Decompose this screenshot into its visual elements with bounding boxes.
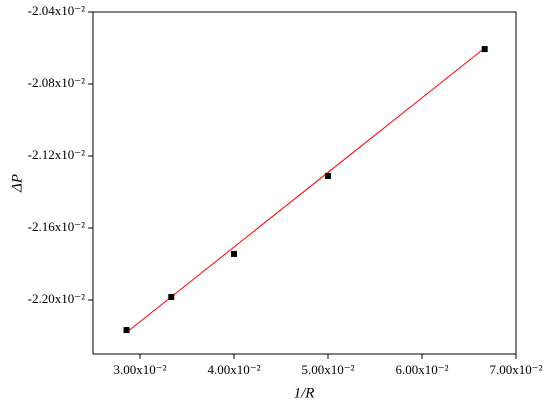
y-tick-label: -2.04x10⁻²: [28, 3, 85, 18]
x-tick-label: 7.00x10⁻²: [489, 362, 542, 377]
x-tick-label: 6.00x10⁻²: [395, 362, 448, 377]
data-point: [231, 250, 237, 257]
y-tick-label: -2.12x10⁻²: [28, 147, 85, 162]
y-axis-label: ΔP: [9, 174, 25, 193]
y-tick-label: -2.16x10⁻²: [28, 219, 85, 234]
x-tick-label: 4.00x10⁻²: [207, 362, 260, 377]
x-tick-label: 5.00x10⁻²: [301, 362, 354, 377]
plot-frame: [92, 11, 517, 355]
y-tick-label: -2.08x10⁻²: [28, 75, 85, 90]
data-point: [481, 46, 488, 53]
x-tick-label: 3.00x10⁻²: [113, 362, 166, 377]
data-point: [123, 327, 130, 334]
data-point: [168, 293, 175, 300]
fit-line: [126, 47, 486, 333]
y-tick-label: -2.20x10⁻²: [28, 291, 85, 306]
x-axis-label: 1/R: [294, 385, 315, 401]
data-point: [325, 172, 331, 179]
